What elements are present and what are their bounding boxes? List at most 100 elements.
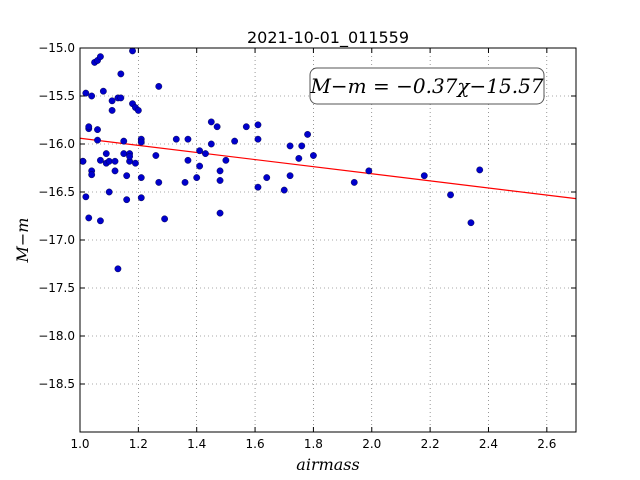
- x-axis-label: airmass: [296, 455, 359, 474]
- data-point: [184, 156, 192, 164]
- data-point: [216, 209, 224, 217]
- data-point: [88, 92, 96, 100]
- data-point: [94, 126, 101, 134]
- annotation-box: [309, 67, 545, 105]
- data-point: [304, 130, 311, 138]
- data-point: [123, 172, 131, 180]
- x-tick-label: 1.8: [304, 437, 323, 451]
- x-tick-label: 1.0: [70, 437, 89, 451]
- fit-line-group: [79, 137, 577, 200]
- data-point: [447, 191, 454, 199]
- data-point: [111, 167, 119, 175]
- data-point: [137, 194, 145, 202]
- chart-title: 2021-10-01_011559: [247, 28, 409, 48]
- data-point: [97, 156, 104, 164]
- data-point: [196, 147, 204, 155]
- data-point: [181, 178, 189, 186]
- y-tick-label: −18.0: [38, 329, 75, 343]
- data-point: [108, 107, 116, 114]
- data-point: [117, 94, 125, 102]
- data-point: [97, 53, 104, 61]
- data-point: [88, 171, 96, 179]
- data-point: [114, 265, 122, 273]
- data-point: [108, 97, 116, 105]
- data-point: [82, 89, 90, 97]
- data-point: [263, 174, 271, 182]
- data-point: [207, 140, 215, 148]
- data-point: [85, 123, 93, 131]
- fit-equation-annotation: M−m = −0.37χ−15.57: [309, 67, 545, 105]
- y-tick-label: −15.5: [38, 89, 75, 103]
- data-point: [184, 135, 192, 143]
- data-point: [295, 154, 303, 162]
- data-point: [286, 172, 294, 180]
- data-point: [286, 142, 294, 150]
- data-points: [79, 47, 484, 273]
- y-tick-label: −17.0: [38, 233, 75, 247]
- data-point: [137, 174, 145, 182]
- data-point: [99, 87, 107, 95]
- data-point: [97, 217, 104, 225]
- data-point: [117, 70, 125, 78]
- data-point: [172, 135, 180, 143]
- data-point: [242, 123, 250, 131]
- data-point: [155, 83, 163, 90]
- data-point: [254, 183, 262, 191]
- data-point: [280, 186, 288, 194]
- annotation-text: M−m = −0.37χ−15.57: [309, 74, 543, 98]
- data-point: [350, 178, 358, 186]
- y-tick-label: −16.0: [38, 137, 75, 151]
- x-tick-labels: 1.0 1.2 1.4 1.6 1.8 2.0 2.2 2.4 2.6: [70, 437, 556, 451]
- x-tick-label: 2.4: [479, 437, 498, 451]
- y-axis-label: M−m: [13, 218, 32, 264]
- data-point: [129, 47, 136, 55]
- y-tick-labels: −15.0 −15.5 −16.0 −16.5 −17.0 −17.5 −18.0 −18.5: [38, 41, 75, 391]
- x-tick-label: 1.6: [246, 437, 265, 451]
- y-tick-label: −16.5: [38, 185, 75, 199]
- data-point: [134, 107, 142, 114]
- data-point: [94, 136, 101, 144]
- y-tick-label: −17.5: [38, 281, 75, 295]
- data-point: [298, 142, 306, 150]
- data-point: [222, 156, 230, 164]
- data-point: [105, 188, 113, 196]
- fit-line: [79, 137, 577, 200]
- data-point: [207, 118, 215, 126]
- x-tick-label: 2.2: [421, 437, 440, 451]
- data-point: [85, 214, 93, 222]
- data-point: [137, 138, 145, 146]
- data-point: [123, 196, 131, 204]
- data-point: [213, 123, 221, 131]
- data-point: [365, 167, 373, 175]
- data-point: [254, 121, 262, 129]
- data-point: [231, 137, 239, 145]
- x-tick-label: 2.0: [362, 437, 381, 451]
- data-point: [476, 166, 484, 174]
- data-point: [111, 157, 119, 165]
- x-tick-label: 1.2: [129, 437, 148, 451]
- data-point: [105, 157, 113, 165]
- data-point: [216, 167, 224, 175]
- data-point: [161, 215, 169, 223]
- data-point: [79, 157, 87, 165]
- data-point: [202, 150, 209, 158]
- data-point: [193, 174, 201, 182]
- data-point: [155, 178, 163, 186]
- data-point: [120, 150, 128, 158]
- x-tick-label: 1.4: [187, 437, 206, 451]
- data-point: [120, 137, 128, 145]
- data-point: [152, 152, 160, 159]
- y-tick-label: −18.5: [38, 377, 75, 391]
- data-point: [102, 150, 110, 158]
- axis-ticks: [79, 47, 576, 432]
- data-point: [196, 162, 204, 170]
- x-tick-label: 2.6: [537, 437, 556, 451]
- data-point: [420, 172, 428, 180]
- data-point: [254, 135, 262, 143]
- data-point: [216, 177, 224, 184]
- data-point: [467, 219, 475, 227]
- data-point: [82, 193, 90, 201]
- data-point: [126, 153, 134, 160]
- data-point: [132, 159, 139, 167]
